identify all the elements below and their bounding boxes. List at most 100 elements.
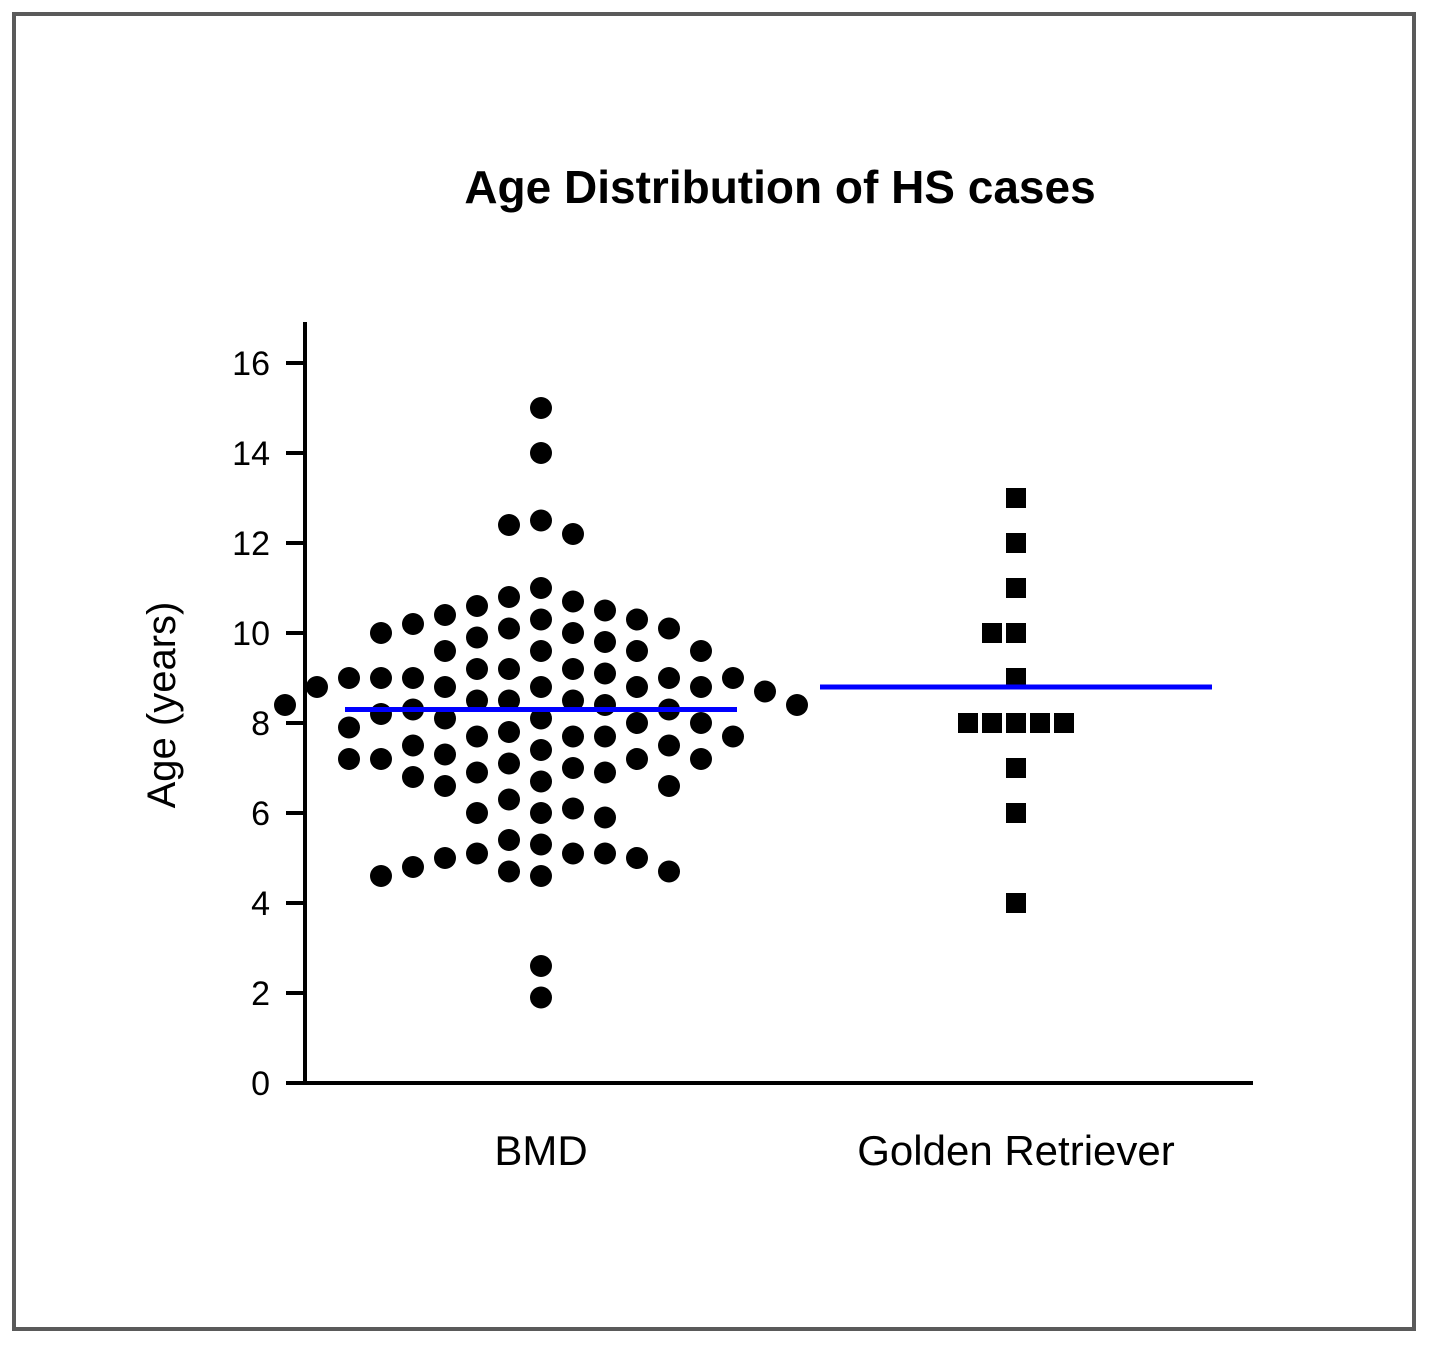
- data-point-circle: [530, 986, 552, 1009]
- data-point-circle: [594, 842, 616, 865]
- data-point-circle: [274, 694, 296, 716]
- data-point-circle: [530, 509, 552, 532]
- data-point-circle: [562, 622, 584, 644]
- data-point-circle: [530, 802, 552, 824]
- data-point-circle: [562, 523, 584, 545]
- data-point-square: [958, 713, 978, 733]
- data-point-circle: [626, 847, 648, 869]
- data-point-circle: [562, 590, 584, 613]
- data-point-circle: [594, 631, 616, 653]
- data-point-circle: [594, 806, 616, 829]
- y-tick-label: 6: [251, 795, 270, 833]
- data-point-circle: [498, 721, 520, 743]
- data-point-circle: [626, 608, 648, 631]
- data-point-square: [1030, 713, 1050, 733]
- data-point-circle: [626, 748, 648, 770]
- data-point-circle: [530, 676, 552, 698]
- mean-lines: [345, 684, 1212, 712]
- data-point-circle: [786, 694, 808, 716]
- data-point-circle: [466, 842, 488, 865]
- data-point-circle: [626, 676, 648, 698]
- data-point-square: [1006, 893, 1026, 913]
- data-point-circle: [434, 640, 456, 662]
- data-point-circle: [690, 640, 712, 662]
- data-point-circle: [434, 847, 456, 869]
- data-point-circle: [594, 662, 616, 685]
- data-point-circle: [498, 829, 520, 851]
- data-point-circle: [658, 667, 680, 689]
- data-point-square: [1006, 533, 1026, 553]
- data-point-circle: [402, 766, 424, 788]
- y-tick-label: 0: [251, 1065, 270, 1103]
- data-point-circle: [658, 734, 680, 757]
- data-point-square: [1006, 488, 1026, 508]
- data-point-circle: [658, 860, 680, 883]
- data-point-circle: [562, 689, 584, 712]
- data-point-square: [1006, 758, 1026, 778]
- x-category-label-golden-retriever: Golden Retriever: [857, 1127, 1174, 1174]
- data-point-circle: [626, 640, 648, 662]
- data-point-circle: [498, 617, 520, 640]
- y-tick-label: 10: [232, 615, 270, 653]
- data-point-circle: [338, 748, 360, 770]
- data-point-circle: [370, 667, 392, 689]
- data-point-circle: [530, 739, 552, 761]
- data-point-circle: [498, 586, 520, 608]
- data-point-circle: [434, 707, 456, 730]
- y-tick-label: 2: [251, 975, 270, 1013]
- data-point-square: [982, 713, 1002, 733]
- data-point-circle: [530, 442, 552, 464]
- data-point-square: [1006, 668, 1026, 688]
- data-point-circle: [434, 604, 456, 626]
- chart-frame: [12, 12, 1416, 1331]
- y-tick-label: 14: [232, 435, 270, 473]
- data-point-circle: [466, 802, 488, 824]
- data-point-square: [982, 623, 1002, 643]
- data-point-circle: [530, 707, 552, 730]
- y-tick-label: 16: [232, 345, 270, 383]
- data-point-circle: [434, 775, 456, 797]
- data-point-circle: [498, 514, 520, 536]
- data-point-circle: [402, 856, 424, 878]
- y-axis-label: Age (years): [140, 602, 184, 809]
- data-point-circle: [658, 617, 680, 640]
- data-point-circle: [434, 676, 456, 698]
- data-point-circle: [466, 689, 488, 712]
- data-point-circle: [402, 613, 424, 635]
- y-tick-label: 12: [232, 525, 270, 563]
- y-ticks: 0 2 4 6 8 10 12 14 16: [232, 345, 305, 1103]
- data-point-circle: [466, 595, 488, 617]
- data-point-circle: [530, 577, 552, 599]
- data-point-circle: [338, 716, 360, 739]
- data-point-circle: [530, 770, 552, 793]
- data-point-circle: [466, 761, 488, 784]
- data-point-square: [1006, 713, 1026, 733]
- data-point-circle: [498, 689, 520, 712]
- data-point-circle: [466, 658, 488, 680]
- data-point-circle: [594, 694, 616, 716]
- data-point-circle: [498, 860, 520, 883]
- data-point-circle: [402, 667, 424, 689]
- data-points: [274, 397, 1074, 1009]
- data-point-square: [1006, 623, 1026, 643]
- data-point-circle: [594, 725, 616, 748]
- data-point-square: [1006, 578, 1026, 598]
- x-category-label-bmd: BMD: [494, 1127, 587, 1174]
- data-point-circle: [690, 712, 712, 734]
- data-point-circle: [370, 622, 392, 644]
- data-point-circle: [530, 397, 552, 419]
- data-point-circle: [530, 865, 552, 887]
- data-point-circle: [562, 842, 584, 865]
- chart-title: Age Distribution of HS cases: [464, 161, 1096, 213]
- data-point-circle: [370, 865, 392, 887]
- data-point-circle: [370, 703, 392, 725]
- data-point-circle: [530, 640, 552, 662]
- data-point-circle: [658, 775, 680, 797]
- data-point-circle: [530, 608, 552, 631]
- y-tick-label: 8: [251, 705, 270, 743]
- data-point-circle: [562, 725, 584, 748]
- data-point-circle: [530, 955, 552, 977]
- data-point-circle: [754, 680, 776, 703]
- data-point-circle: [498, 752, 520, 775]
